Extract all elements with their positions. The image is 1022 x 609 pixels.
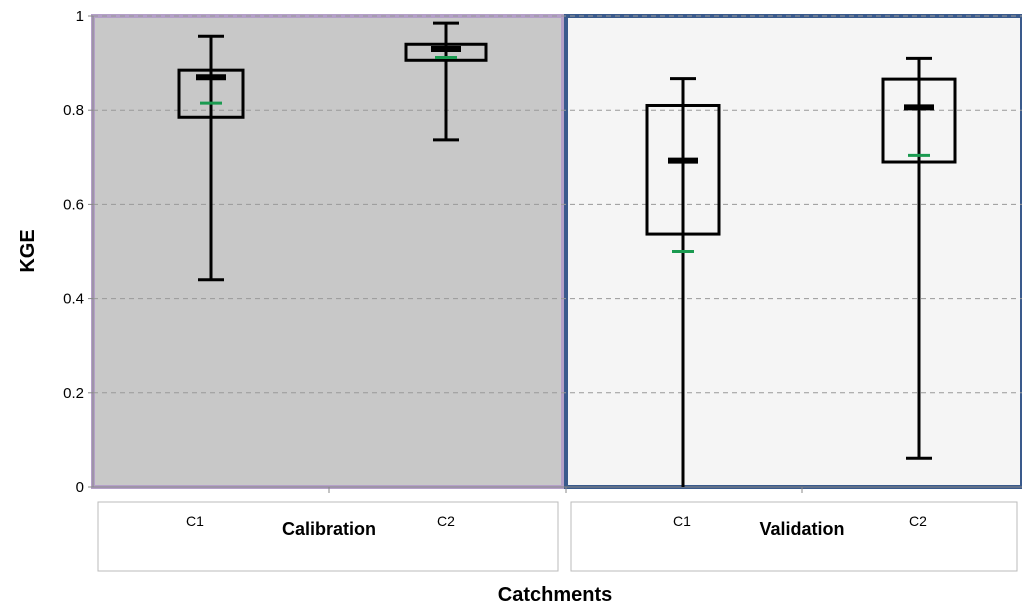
iqr-box (404, 42, 488, 62)
x-axis-title: Catchments (498, 584, 612, 606)
y-axis-title: KGE (17, 229, 39, 272)
iqr-box (645, 103, 721, 236)
category-label: C2 (437, 513, 455, 529)
iqr-box (881, 77, 957, 164)
boxes (177, 21, 957, 487)
category-label: C1 (186, 513, 204, 529)
y-tick-label: 0.6 (63, 196, 84, 213)
axes: 0 0.2 0.4 0.6 0.8 1 (63, 8, 1022, 496)
y-tick-label: 0.8 (63, 102, 84, 119)
group-label-calibration: Calibration (282, 519, 376, 539)
category-box-calibration (97, 501, 559, 572)
labels: C1 C2 Calibration C1 C2 Validation (97, 501, 1018, 572)
category-box-validation (570, 501, 1018, 572)
group-panels (91, 14, 1022, 489)
box-validation-c2 (881, 56, 957, 460)
panel-calibration (91, 14, 565, 489)
gridlines (93, 15, 1022, 394)
category-label: C2 (909, 513, 927, 529)
panel-validation (564, 14, 1022, 489)
y-tick-label: 0.2 (63, 385, 84, 402)
box-calibration-c2 (404, 21, 488, 142)
y-tick-label: 0.4 (63, 291, 84, 308)
box-validation-c1 (645, 77, 721, 487)
group-label-validation: Validation (759, 519, 844, 539)
iqr-box (177, 68, 245, 119)
y-tick-label: 1 (76, 8, 84, 25)
category-label: C1 (673, 513, 691, 529)
y-tick-label: 0 (76, 479, 84, 496)
box-calibration-c1 (177, 34, 245, 282)
